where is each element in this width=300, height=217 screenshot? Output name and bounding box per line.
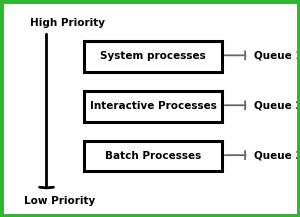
Bar <box>84 41 222 72</box>
Bar <box>84 91 222 122</box>
Text: Queue 3: Queue 3 <box>254 150 300 160</box>
Text: Queue 1: Queue 1 <box>254 50 300 60</box>
Text: High Priority: High Priority <box>30 18 105 28</box>
Text: Queue 2: Queue 2 <box>254 100 300 110</box>
Text: Low Priority: Low Priority <box>24 196 95 206</box>
Text: System processes: System processes <box>100 51 206 61</box>
Text: Interactive Processes: Interactive Processes <box>90 101 216 111</box>
Text: Batch Processes: Batch Processes <box>105 151 201 161</box>
Bar <box>84 141 222 171</box>
